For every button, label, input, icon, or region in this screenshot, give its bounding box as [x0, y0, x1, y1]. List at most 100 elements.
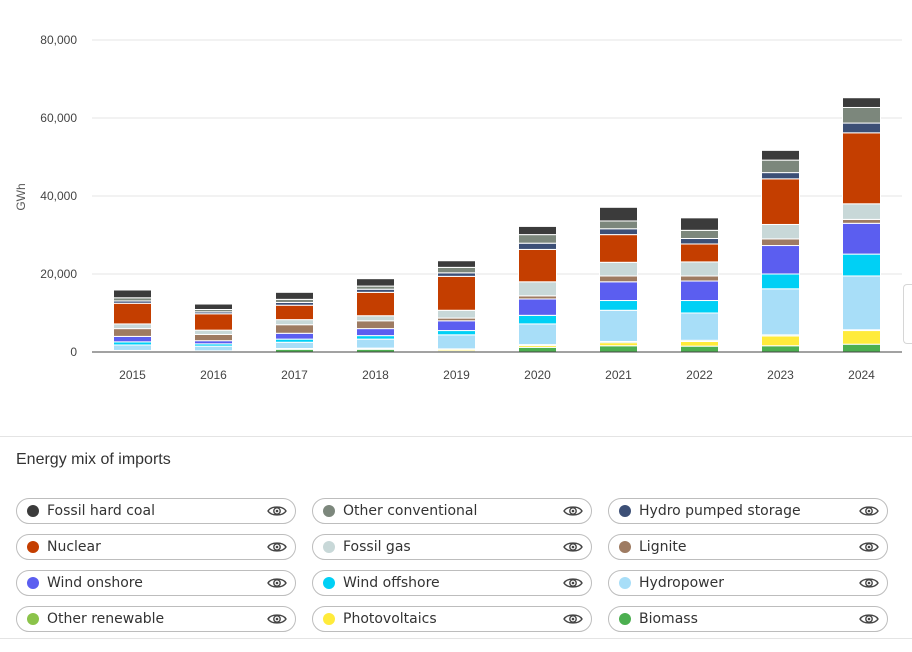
bar-segment-nuclear-2018[interactable]	[356, 291, 395, 317]
bar-segment-wind-offshore-2021[interactable]	[599, 300, 638, 311]
bar-segment-other-conventional-2019[interactable]	[437, 266, 476, 274]
bar-segment-lignite-2023[interactable]	[761, 238, 800, 247]
bar-segment-nuclear-2019[interactable]	[437, 275, 476, 311]
legend-toggle-hydro-pumped-storage[interactable]: Hydro pumped storage	[608, 498, 888, 524]
bar-segment-wind-offshore-2018[interactable]	[356, 335, 395, 340]
legend-toggle-biomass[interactable]: Biomass	[608, 606, 888, 632]
bar-segment-fossil-hard-coal-2021[interactable]	[599, 206, 638, 222]
bar-segment-fossil-hard-coal-2015[interactable]	[113, 289, 152, 299]
bar-segment-lignite-2016[interactable]	[194, 333, 233, 342]
eye-icon[interactable]	[859, 540, 879, 554]
eye-icon[interactable]	[267, 504, 287, 518]
bar-segment-hydropower-2020[interactable]	[518, 323, 557, 346]
bar-segment-nuclear-2020[interactable]	[518, 248, 557, 283]
bar-segment-wind-onshore-2024[interactable]	[842, 222, 881, 255]
bar-segment-fossil-gas-2020[interactable]	[518, 281, 557, 297]
bar-segment-wind-onshore-2022[interactable]	[680, 280, 719, 302]
bar-segment-nuclear-2015[interactable]	[113, 302, 152, 325]
bar-segment-wind-offshore-2024[interactable]	[842, 253, 881, 277]
bar-segment-fossil-gas-2017[interactable]	[275, 319, 314, 326]
legend-toggle-nuclear[interactable]: Nuclear	[16, 534, 296, 560]
legend-toggle-hydropower[interactable]: Hydropower	[608, 570, 888, 596]
bar-segment-biomass-2024[interactable]	[842, 343, 881, 353]
bar-segment-lignite-2018[interactable]	[356, 320, 395, 330]
bar-segment-hydropower-2022[interactable]	[680, 312, 719, 341]
eye-icon[interactable]	[563, 540, 583, 554]
bar-segment-lignite-2015[interactable]	[113, 328, 152, 337]
eye-icon[interactable]	[267, 612, 287, 626]
bar-segment-fossil-gas-2019[interactable]	[437, 309, 476, 319]
bar-segment-hydro-pumped-storage-2020[interactable]	[518, 242, 557, 250]
eye-icon[interactable]	[859, 612, 879, 626]
bar-segment-biomass-2021[interactable]	[599, 345, 638, 353]
bar-segment-hydro-pumped-storage-2022[interactable]	[680, 238, 719, 245]
bar-segment-fossil-gas-2024[interactable]	[842, 203, 881, 220]
bar-segment-lignite-2024[interactable]	[842, 218, 881, 224]
legend-toggle-fossil-gas[interactable]: Fossil gas	[312, 534, 592, 560]
bar-segment-wind-offshore-2023[interactable]	[761, 273, 800, 290]
bar-segment-other-conventional-2020[interactable]	[518, 234, 557, 244]
bar-segment-fossil-hard-coal-2022[interactable]	[680, 217, 719, 231]
bar-segment-nuclear-2024[interactable]	[842, 132, 881, 205]
bar-segment-biomass-2022[interactable]	[680, 345, 719, 353]
bar-segment-nuclear-2022[interactable]	[680, 243, 719, 263]
bar-segment-nuclear-2017[interactable]	[275, 304, 314, 321]
bar-segment-fossil-gas-2022[interactable]	[680, 261, 719, 277]
bar-segment-other-conventional-2024[interactable]	[842, 106, 881, 124]
bar-segment-hydropower-2016[interactable]	[194, 345, 233, 352]
bar-segment-photovoltaics-2022[interactable]	[680, 340, 719, 347]
bar-segment-hydro-pumped-storage-2019[interactable]	[437, 272, 476, 277]
bar-segment-hydro-pumped-storage-2024[interactable]	[842, 122, 881, 134]
bar-segment-nuclear-2021[interactable]	[599, 234, 638, 263]
bar-segment-fossil-gas-2018[interactable]	[356, 315, 395, 322]
bar-segment-fossil-gas-2021[interactable]	[599, 261, 638, 277]
bar-segment-wind-onshore-2019[interactable]	[437, 320, 476, 332]
eye-icon[interactable]	[859, 576, 879, 590]
bar-segment-wind-offshore-2022[interactable]	[680, 300, 719, 314]
bar-segment-wind-onshore-2021[interactable]	[599, 281, 638, 302]
bar-segment-wind-offshore-2020[interactable]	[518, 314, 557, 325]
bar-segment-other-conventional-2023[interactable]	[761, 159, 800, 174]
bar-segment-other-conventional-2021[interactable]	[599, 220, 638, 230]
side-panel-tab[interactable]	[903, 284, 912, 344]
bar-segment-fossil-gas-2016[interactable]	[194, 329, 233, 335]
bar-segment-hydropower-2017[interactable]	[275, 341, 314, 349]
eye-icon[interactable]	[267, 540, 287, 554]
bar-segment-hydropower-2021[interactable]	[599, 309, 638, 342]
legend-toggle-wind-onshore[interactable]: Wind onshore	[16, 570, 296, 596]
bar-segment-fossil-hard-coal-2024[interactable]	[842, 97, 881, 108]
bar-segment-fossil-gas-2023[interactable]	[761, 223, 800, 240]
bar-segment-hydropower-2018[interactable]	[356, 338, 395, 349]
eye-icon[interactable]	[563, 612, 583, 626]
bar-segment-nuclear-2016[interactable]	[194, 313, 233, 331]
bar-segment-fossil-hard-coal-2023[interactable]	[761, 149, 800, 161]
bar-segment-fossil-hard-coal-2017[interactable]	[275, 291, 314, 300]
bar-segment-lignite-2022[interactable]	[680, 275, 719, 282]
legend-toggle-fossil-hard-coal[interactable]: Fossil hard coal	[16, 498, 296, 524]
bar-segment-lignite-2017[interactable]	[275, 324, 314, 334]
legend-toggle-photovoltaics[interactable]: Photovoltaics	[312, 606, 592, 632]
bar-segment-wind-onshore-2018[interactable]	[356, 328, 395, 337]
bar-segment-wind-onshore-2023[interactable]	[761, 245, 800, 275]
bar-segment-hydro-pumped-storage-2021[interactable]	[599, 228, 638, 236]
bar-segment-fossil-gas-2015[interactable]	[113, 323, 152, 330]
bar-segment-fossil-hard-coal-2016[interactable]	[194, 303, 233, 310]
eye-icon[interactable]	[563, 576, 583, 590]
legend-toggle-wind-offshore[interactable]: Wind offshore	[312, 570, 592, 596]
bar-segment-hydropower-2023[interactable]	[761, 288, 800, 336]
bar-segment-wind-onshore-2020[interactable]	[518, 298, 557, 316]
bar-segment-hydropower-2019[interactable]	[437, 334, 476, 350]
eye-icon[interactable]	[563, 504, 583, 518]
bar-segment-hydro-pumped-storage-2023[interactable]	[761, 172, 800, 180]
eye-icon[interactable]	[859, 504, 879, 518]
bar-segment-fossil-hard-coal-2019[interactable]	[437, 260, 476, 268]
bar-segment-other-conventional-2022[interactable]	[680, 229, 719, 240]
bar-segment-nuclear-2023[interactable]	[761, 178, 800, 225]
bar-segment-biomass-2020[interactable]	[518, 346, 557, 353]
legend-toggle-other-conventional[interactable]: Other conventional	[312, 498, 592, 524]
legend-toggle-lignite[interactable]: Lignite	[608, 534, 888, 560]
bar-segment-hydropower-2015[interactable]	[113, 344, 152, 351]
bar-segment-lignite-2021[interactable]	[599, 275, 638, 283]
bar-segment-wind-offshore-2019[interactable]	[437, 330, 476, 336]
bar-segment-photovoltaics-2023[interactable]	[761, 335, 800, 347]
